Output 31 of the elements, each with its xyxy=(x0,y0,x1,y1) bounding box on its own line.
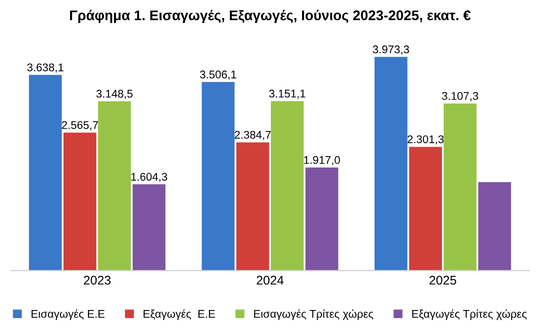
chart-title: Γράφημα 1. Εισαγωγές, Εξαγωγές, Ιούνιος 2023-2025, εκατ. € xyxy=(70,10,471,24)
bar xyxy=(270,101,304,271)
data-label: 3.506,1 xyxy=(200,70,236,80)
bar xyxy=(409,146,442,271)
data-label: 3.148,5 xyxy=(96,90,133,99)
bar xyxy=(374,56,408,271)
bar xyxy=(305,167,338,271)
data-label: 2.384,7 xyxy=(234,130,271,140)
bar xyxy=(28,74,62,271)
bar xyxy=(236,142,270,271)
x-tick-label: 2023 xyxy=(84,276,111,285)
data-label: 3.107,3 xyxy=(442,92,478,102)
bar xyxy=(64,132,96,271)
data-label: 3.151,1 xyxy=(269,90,306,99)
x-tick-label: 2025 xyxy=(430,276,456,285)
legend-label: Εξαγωγές Τρίτες χώρες xyxy=(412,309,527,320)
data-label: 3.973,3 xyxy=(372,45,410,55)
legend-label: Εξαγωγές Ε.Ε xyxy=(144,309,215,320)
bar xyxy=(478,182,512,271)
data-label: 3.638,1 xyxy=(27,63,64,73)
bar xyxy=(444,103,476,271)
legend-label: Εισαγωγές Τρίτες χώρες xyxy=(254,309,374,320)
data-label: 1.604,3 xyxy=(131,172,168,182)
data-label: 2.301,3 xyxy=(408,135,444,145)
bar xyxy=(202,82,235,271)
bar xyxy=(98,101,131,271)
x-tick-label: 2024 xyxy=(256,276,284,285)
legend-label: Εισαγωγές Ε.Ε xyxy=(32,309,104,320)
data-label: 2.565,7 xyxy=(62,121,98,130)
bar xyxy=(132,184,166,271)
data-label: 1.917,0 xyxy=(304,156,340,166)
